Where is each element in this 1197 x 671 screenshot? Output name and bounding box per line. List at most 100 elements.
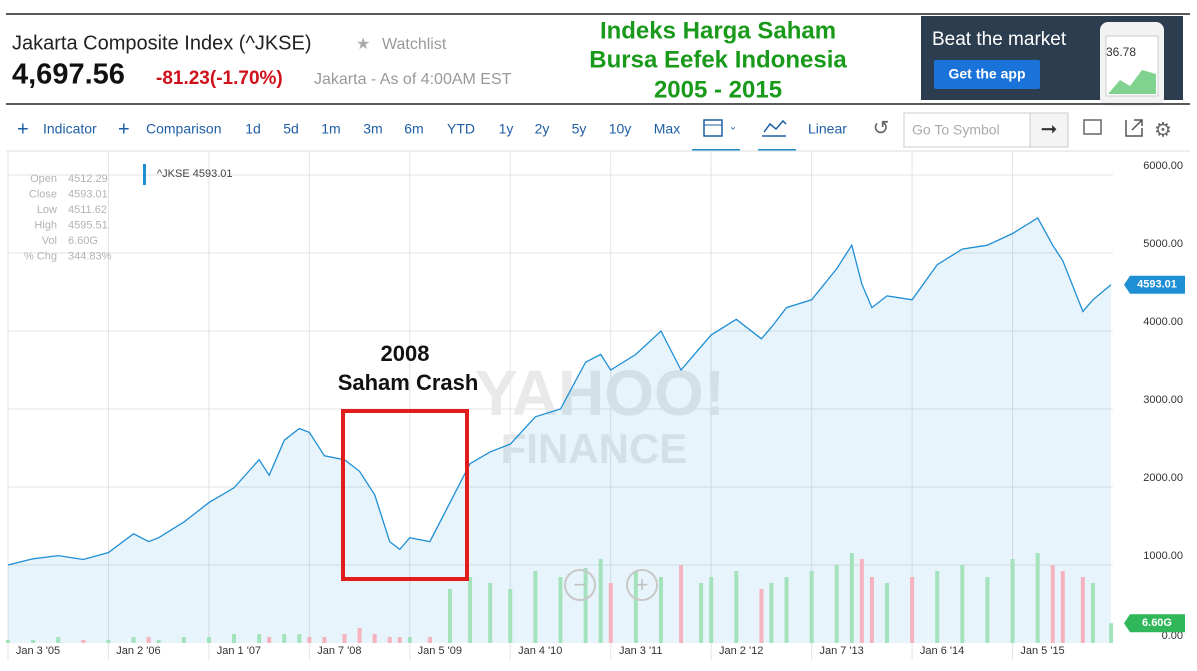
range-button[interactable]: 5d <box>283 121 299 137</box>
legend-value: 4593.01 <box>193 168 233 180</box>
legend-entry: ^JKSE 4593.01 <box>157 168 233 180</box>
volume-bar <box>508 589 513 643</box>
highlight-box <box>341 409 469 581</box>
range-button[interactable]: YTD <box>447 121 475 137</box>
range-button[interactable]: 5y <box>572 121 587 137</box>
info-label: Open <box>30 173 57 185</box>
volume-bar <box>307 637 312 643</box>
chart-type-icon[interactable] <box>762 119 787 137</box>
annotation: Saham Crash <box>338 370 479 395</box>
volume-bar <box>1050 565 1055 643</box>
volume-tag-label: 6.60G <box>1142 617 1172 629</box>
legend-name: ^JKSE <box>157 168 190 180</box>
indicator-button[interactable]: Indicator <box>43 121 97 137</box>
volume-bar <box>583 568 588 643</box>
volume-bar <box>342 634 347 643</box>
go-arrow[interactable]: ➞ <box>1041 118 1058 140</box>
y-tick-label: 2000.00 <box>1143 472 1183 484</box>
scale-button[interactable]: Linear <box>808 121 847 137</box>
volume-bar <box>985 577 990 643</box>
info-label: Vol <box>42 235 57 247</box>
zoom-out-ring[interactable] <box>564 569 596 601</box>
volume-bar <box>1060 571 1065 643</box>
legend-swatch <box>143 164 146 185</box>
volume-bar <box>1090 583 1095 643</box>
volume-bar <box>769 583 774 643</box>
x-tick-label: Jan 7 '08 <box>317 645 361 657</box>
zoom-in-ring[interactable] <box>626 569 658 601</box>
volume-bar <box>407 637 412 643</box>
volume-bar <box>387 637 392 643</box>
range-button[interactable]: 1d <box>245 121 261 137</box>
volume-bar <box>869 577 874 643</box>
calendar-frame <box>703 119 723 137</box>
zoom-in[interactable]: + <box>636 572 649 597</box>
info-value: 4595.51 <box>68 219 108 231</box>
volume-bar <box>679 565 684 643</box>
plus-icon[interactable]: + <box>17 118 29 140</box>
x-tick-label: Jan 5 '15 <box>1020 645 1064 657</box>
calendar-icon[interactable]: ⌄ <box>703 119 737 137</box>
print-icon[interactable] <box>1083 119 1102 135</box>
phone-value: 36.78 <box>1106 45 1136 59</box>
popout-icon[interactable] <box>1125 119 1143 137</box>
volume-bar <box>633 571 638 643</box>
overlay-title: Indeks Harga Saham Bursa Eefek Indonesia… <box>589 17 847 103</box>
volume-bar <box>106 640 111 643</box>
annotation: 2008 <box>381 341 430 366</box>
info-value: 6.60G <box>68 235 98 247</box>
price-tag <box>1124 275 1185 294</box>
volume-bar <box>6 640 10 643</box>
x-tick-label: Jan 2 '06 <box>116 645 160 657</box>
info-label: High <box>34 219 57 231</box>
volume-bar <box>960 565 965 643</box>
volume-bar <box>372 634 377 643</box>
dropdown-caret: ⌄ <box>729 122 737 133</box>
range-button[interactable]: 2y <box>535 121 550 137</box>
volume-bar <box>709 577 714 643</box>
symbol-placeholder[interactable]: Go To Symbol <box>912 122 1000 138</box>
ad-button[interactable] <box>934 60 1040 89</box>
y-tick-label: 3000.00 <box>1143 394 1183 406</box>
range-button[interactable]: 1y <box>499 121 514 137</box>
reset-icon[interactable]: ↺ <box>873 117 890 139</box>
volume-bar <box>658 577 663 643</box>
info-label: Close <box>29 188 57 200</box>
volume-bar <box>849 553 854 643</box>
y-tick-label: 4000.00 <box>1143 316 1183 328</box>
ad-button-label[interactable]: Get the app <box>948 66 1025 82</box>
settings-icon[interactable]: ⚙ <box>1154 119 1172 141</box>
overlay-line: Bursa Eefek Indonesia <box>589 46 847 73</box>
volume-bar <box>598 559 603 643</box>
range-button[interactable]: 10y <box>609 121 632 137</box>
x-tick-label: Jan 3 '05 <box>16 645 60 657</box>
price: 4,697.56 <box>12 59 125 91</box>
volume-bar <box>282 634 287 643</box>
volume-bar <box>56 637 61 643</box>
volume-bar <box>357 628 362 643</box>
volume-bar <box>297 634 302 643</box>
comparison-button[interactable]: Comparison <box>146 121 221 137</box>
go-button[interactable] <box>1029 112 1069 148</box>
star-icon[interactable]: ★ <box>356 36 370 53</box>
volume-bar <box>734 571 739 643</box>
volume-bar <box>759 589 764 643</box>
zoom-out[interactable]: − <box>574 572 587 597</box>
range-button[interactable]: Max <box>654 121 680 137</box>
volume-bar <box>397 637 402 643</box>
range-button[interactable]: 3m <box>363 121 382 137</box>
range-button[interactable]: 1m <box>321 121 340 137</box>
volume-bar <box>935 571 940 643</box>
volume-bar <box>533 571 538 643</box>
y-tick-label: 1000.00 <box>1143 550 1183 562</box>
watchlist[interactable]: Watchlist <box>382 36 447 53</box>
volume-tag <box>1124 614 1185 633</box>
volume-bar <box>834 565 839 643</box>
volume-bar <box>427 637 432 643</box>
volume-bar <box>558 577 563 643</box>
plus-icon[interactable]: + <box>118 118 130 140</box>
volume-bar <box>448 589 452 643</box>
ad[interactable]: 36.78 Beat the market Get the app <box>921 16 1183 106</box>
range-button[interactable]: 6m <box>404 121 423 137</box>
